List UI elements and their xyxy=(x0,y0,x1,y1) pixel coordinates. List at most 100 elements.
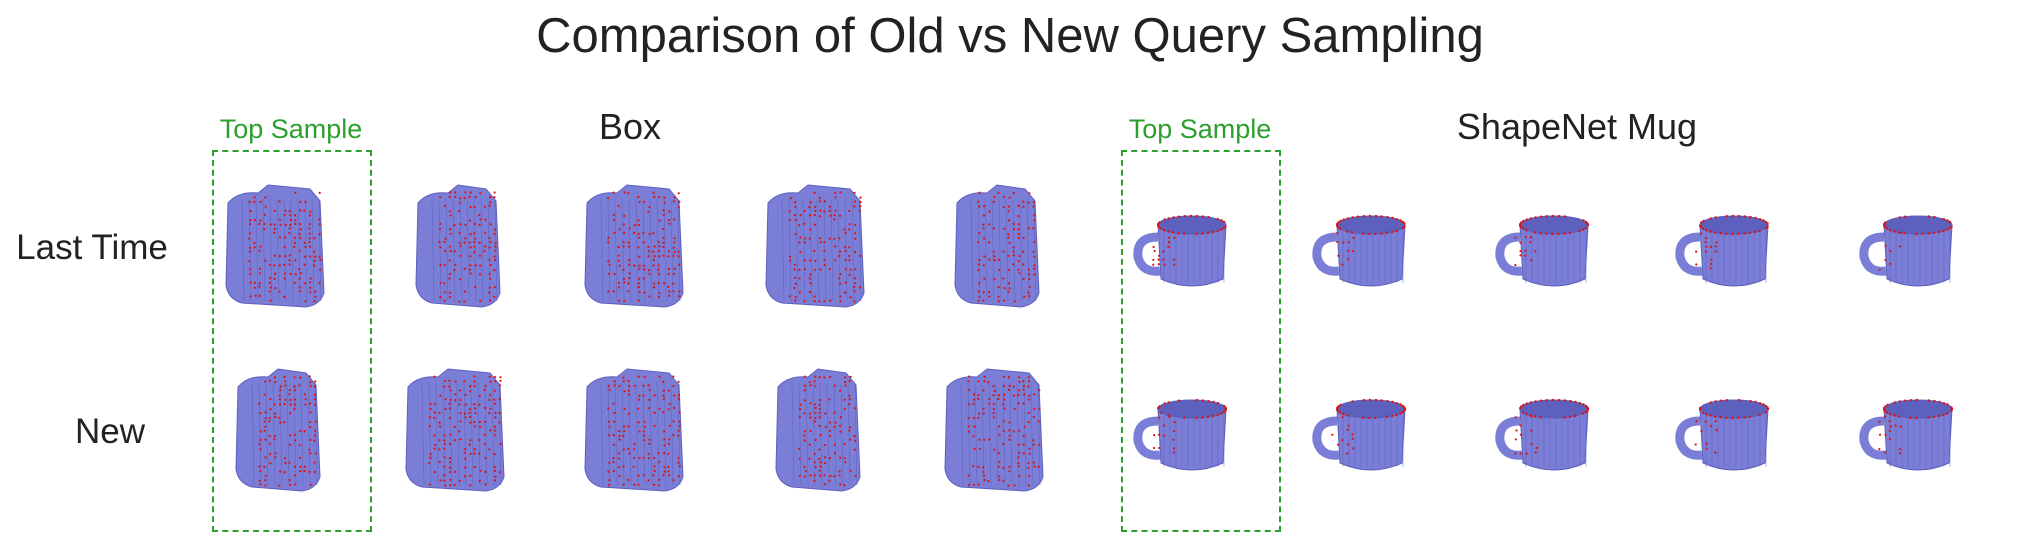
query-points xyxy=(1331,416,1355,455)
mug-handle xyxy=(1675,232,1703,276)
mug-mesh-grid xyxy=(1889,415,1951,467)
box-mesh xyxy=(775,368,861,492)
top-sample-highlight-box xyxy=(212,150,372,532)
box-sample-last-time-3 xyxy=(567,173,707,323)
box-mesh-grid xyxy=(791,382,858,486)
query-points xyxy=(1518,214,1590,236)
box-sample-last-time-4 xyxy=(748,173,888,323)
query-points xyxy=(1152,415,1176,454)
mug-sample-new-2 xyxy=(1295,357,1435,507)
box-mesh xyxy=(954,184,1040,308)
mug-render xyxy=(1675,214,1769,287)
box-mesh-grid xyxy=(431,198,498,302)
mug-mesh-grid xyxy=(1342,231,1404,283)
mug-render xyxy=(1133,214,1227,287)
mug-mesh-grid xyxy=(1163,231,1225,283)
mug-mesh-grid xyxy=(1705,231,1767,283)
query-points xyxy=(1514,415,1538,455)
row-label-new: New xyxy=(74,412,146,451)
mug-render xyxy=(1133,398,1228,471)
mug-render xyxy=(1495,214,1590,287)
box-mesh xyxy=(584,184,684,308)
box-sample-new-2 xyxy=(388,357,528,507)
box-mesh xyxy=(235,368,321,492)
mug-mesh-grid xyxy=(1525,415,1587,467)
box-render xyxy=(405,368,505,492)
group-label-box: Box xyxy=(598,106,662,147)
query-points xyxy=(788,191,862,303)
box-sample-last-time-5 xyxy=(927,173,1067,323)
mug-render xyxy=(1312,398,1407,471)
mug-mesh xyxy=(1699,224,1769,287)
query-points xyxy=(1878,231,1902,271)
mug-sample-last-time-1 xyxy=(1116,173,1256,323)
group-label-mug: ShapeNet Mug xyxy=(1456,106,1698,147)
box-sample-new-1 xyxy=(208,357,348,507)
box-mesh xyxy=(415,184,501,308)
mug-render xyxy=(1859,215,1953,287)
query-points xyxy=(1882,215,1953,236)
mug-mesh-grid xyxy=(1525,231,1587,283)
mug-mesh-grid xyxy=(1705,415,1767,467)
query-points xyxy=(428,375,502,487)
box-render xyxy=(225,184,325,308)
mug-mesh xyxy=(1519,224,1589,287)
mug-mesh xyxy=(1157,224,1227,287)
top-sample-label: Top Sample xyxy=(219,114,363,144)
mug-handle xyxy=(1495,232,1523,276)
query-points xyxy=(1335,398,1407,420)
query-points xyxy=(1335,214,1406,236)
mug-sample-new-5 xyxy=(1842,357,1982,507)
mug-render xyxy=(1312,214,1406,287)
box-sample-new-3 xyxy=(567,357,707,507)
box-sample-new-4 xyxy=(748,357,888,507)
box-render xyxy=(584,184,684,308)
mug-sample-last-time-4 xyxy=(1658,173,1798,323)
mug-mesh xyxy=(1336,224,1406,287)
mug-mesh xyxy=(1699,408,1769,471)
mug-render xyxy=(1859,398,1954,471)
box-render xyxy=(775,368,861,492)
mug-mesh-grid xyxy=(1163,415,1225,467)
query-points xyxy=(607,191,681,303)
mug-handle xyxy=(1495,416,1523,460)
box-mesh-grid xyxy=(970,198,1037,302)
mug-handle xyxy=(1133,232,1161,276)
query-points xyxy=(1698,398,1770,420)
mug-mesh xyxy=(1519,408,1589,471)
box-render xyxy=(944,368,1044,492)
box-render xyxy=(235,368,321,492)
query-points xyxy=(1152,236,1176,266)
mug-handle xyxy=(1859,416,1887,460)
query-points xyxy=(1519,398,1590,419)
query-points xyxy=(1694,420,1718,454)
query-points xyxy=(1156,214,1227,236)
box-sample-last-time-2 xyxy=(388,173,528,323)
main-title: Comparison of Old vs New Query Sampling xyxy=(536,9,1484,63)
mug-mesh xyxy=(1336,408,1406,471)
query-points xyxy=(798,375,857,487)
box-mesh-grid xyxy=(600,382,681,486)
mug-mesh xyxy=(1157,408,1227,471)
box-mesh xyxy=(584,368,684,492)
top-sample-label: Top Sample xyxy=(1128,114,1272,144)
mug-handle xyxy=(1859,232,1887,276)
box-sample-new-5 xyxy=(927,357,1067,507)
mug-sample-last-time-3 xyxy=(1478,173,1618,323)
mug-handle xyxy=(1675,416,1703,460)
query-points xyxy=(1514,235,1537,267)
query-points xyxy=(1882,398,1954,420)
query-points xyxy=(607,375,681,487)
top-sample-highlight-box xyxy=(1121,150,1281,532)
row-label-last-time: Last Time xyxy=(16,228,168,267)
query-points xyxy=(977,191,1036,303)
query-points xyxy=(258,375,317,487)
box-sample-last-time-1 xyxy=(208,173,348,323)
mug-mesh xyxy=(1883,408,1953,471)
mug-sample-last-time-5 xyxy=(1842,173,1982,323)
query-points xyxy=(1336,231,1355,266)
box-mesh-grid xyxy=(600,198,681,302)
mug-mesh-grid xyxy=(1889,231,1951,283)
box-render xyxy=(954,184,1040,308)
box-render xyxy=(765,184,865,308)
